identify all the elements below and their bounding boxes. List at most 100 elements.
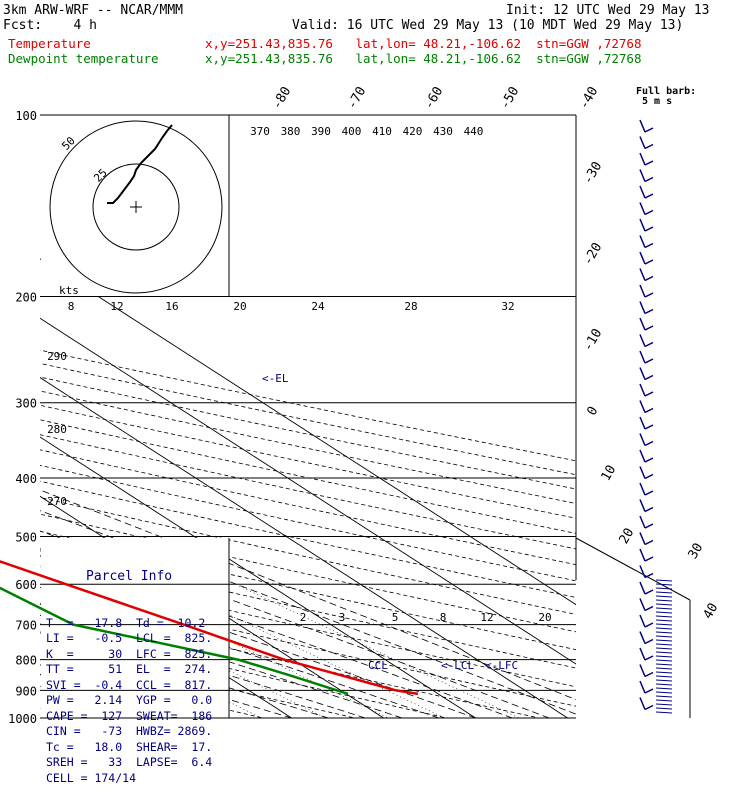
dewpoint-profile-line bbox=[0, 586, 349, 696]
wind-barb bbox=[644, 325, 654, 331]
isotherm-line bbox=[0, 115, 16, 718]
speed-scale-label: 20 bbox=[233, 300, 246, 313]
theta-label: 390 bbox=[311, 125, 331, 138]
pressure-tick-label: 1000 bbox=[8, 712, 37, 726]
wind-barb bbox=[655, 707, 673, 710]
wind-barb bbox=[639, 449, 646, 463]
parcel-info-background bbox=[41, 538, 229, 718]
wind-barb bbox=[639, 680, 646, 694]
wind-barb bbox=[639, 317, 646, 331]
moist-adiabat-line bbox=[40, 586, 439, 718]
wind-barb bbox=[639, 169, 646, 182]
wind-barb bbox=[639, 647, 646, 661]
parcel-row: T = 17.8 Td = 10.2 bbox=[46, 615, 206, 630]
wind-barb bbox=[644, 424, 654, 430]
wind-barb bbox=[644, 374, 654, 381]
parcel-row: PW = 2.14 YGP = 0.0 bbox=[46, 693, 213, 707]
wind-barb bbox=[644, 176, 654, 183]
wind-barb bbox=[644, 292, 654, 298]
pressure-tick-label: 700 bbox=[15, 619, 37, 633]
wind-barb bbox=[644, 242, 654, 249]
wind-barb bbox=[644, 572, 654, 579]
barb-panel-edge bbox=[575, 537, 691, 601]
wind-barb bbox=[644, 457, 654, 463]
isotherm-label: -20 bbox=[581, 240, 606, 268]
temperature-label: Temperature bbox=[8, 36, 91, 51]
isotherm-label: 0 bbox=[585, 404, 602, 418]
isotherm-label: -40 bbox=[577, 84, 602, 112]
pressure-tick-label: 800 bbox=[15, 654, 37, 668]
wind-barb bbox=[639, 218, 646, 232]
mixing-ratio-line bbox=[235, 583, 520, 718]
wind-barb bbox=[655, 687, 673, 690]
wind-barb bbox=[644, 671, 654, 678]
wind-barb bbox=[655, 659, 673, 662]
wind-barb bbox=[639, 631, 646, 644]
wind-barb bbox=[639, 433, 646, 446]
wind-barb bbox=[644, 391, 654, 397]
speed-scale-label: 28 bbox=[404, 300, 417, 313]
wind-barb bbox=[655, 679, 673, 682]
wind-barb bbox=[655, 631, 673, 634]
temperature-info: x,y=251.43,835.76 lat,lon= 48.21,-106.62… bbox=[205, 36, 642, 51]
wind-barb bbox=[655, 671, 673, 674]
hodograph-background bbox=[41, 116, 229, 296]
wind-barb bbox=[639, 499, 646, 512]
parcel-row: CIN = -73 HWBZ= 2869. bbox=[46, 724, 213, 738]
speed-scale-label: 8 bbox=[68, 300, 75, 313]
pressure-tick-label: 900 bbox=[15, 684, 37, 698]
wind-barb bbox=[655, 663, 673, 666]
wind-barb bbox=[639, 598, 646, 611]
wind-barb bbox=[639, 664, 646, 677]
pressure-tick-label: 300 bbox=[15, 397, 37, 411]
wind-barb bbox=[639, 565, 646, 578]
mixing-ratio-label: 12 bbox=[480, 611, 493, 624]
parcel-row: K = 30 LFC = 825. bbox=[46, 646, 213, 661]
wind-barb bbox=[644, 556, 654, 562]
theta-label: 400 bbox=[342, 125, 362, 138]
wind-barb bbox=[644, 622, 654, 628]
pressure-tick-label: 600 bbox=[15, 578, 37, 592]
wind-barb bbox=[655, 599, 673, 602]
isotherm-label: 20 bbox=[617, 526, 638, 547]
wind-barb bbox=[644, 143, 654, 150]
hodograph-trace bbox=[107, 124, 173, 204]
wind-barb bbox=[655, 699, 673, 702]
isotherm-line bbox=[40, 377, 568, 718]
pressure-tick-label: 100 bbox=[15, 109, 37, 123]
parcel-level-annotation: <-EL bbox=[262, 372, 289, 385]
pressure-tick-label: 200 bbox=[15, 291, 37, 305]
mixing-ratio-label: 5 bbox=[392, 611, 399, 624]
wind-barb bbox=[655, 579, 673, 582]
wind-barb bbox=[655, 647, 673, 650]
hodograph-ring bbox=[92, 163, 180, 251]
moist-adiabat-line bbox=[40, 618, 366, 718]
theta-label: 290 bbox=[47, 350, 67, 363]
wind-barb bbox=[655, 619, 673, 622]
wind-barb bbox=[644, 308, 654, 315]
parcel-level-annotation: CCL bbox=[368, 659, 388, 672]
wind-barb bbox=[639, 185, 646, 199]
wind-barb bbox=[639, 235, 646, 248]
wind-barb bbox=[639, 268, 646, 281]
isotherm-label: -80 bbox=[270, 84, 295, 112]
parcel-row: SREH = 33 LAPSE= 6.4 bbox=[46, 755, 213, 769]
wind-barb bbox=[639, 383, 646, 397]
parcel-row: TT = 51 EL = 274. bbox=[46, 662, 213, 676]
wind-barb bbox=[644, 226, 654, 232]
init-time: Init: 12 UTC Wed 29 May 13 bbox=[506, 3, 710, 18]
temperature-profile-line bbox=[0, 560, 419, 696]
wind-barb bbox=[644, 605, 654, 612]
wind-barb bbox=[639, 152, 646, 166]
parcel-row: SVI = -0.4 CCL = 817. bbox=[46, 677, 213, 692]
wind-barb bbox=[655, 675, 673, 678]
theta-label: 270 bbox=[47, 495, 67, 508]
parcel-info-title: Parcel Info bbox=[86, 569, 173, 584]
wind-barb bbox=[644, 440, 654, 447]
wind-barb bbox=[639, 334, 646, 347]
theta-label: 410 bbox=[372, 125, 392, 138]
wind-barb bbox=[644, 160, 654, 166]
wind-barb bbox=[639, 416, 646, 430]
isotherm-line bbox=[40, 258, 576, 606]
